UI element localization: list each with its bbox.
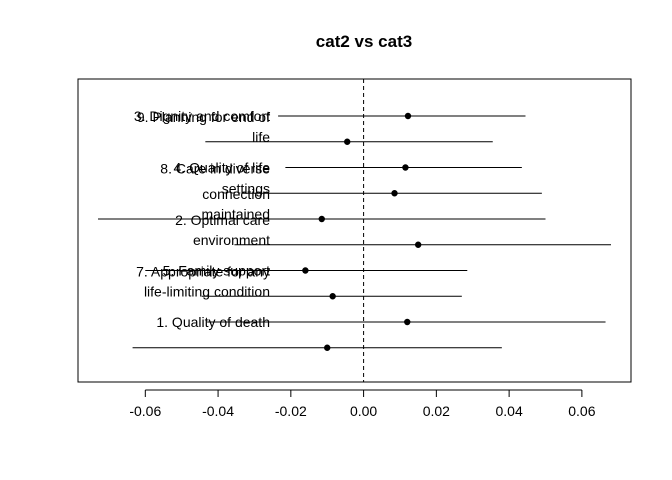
point-estimate [344, 138, 351, 145]
x-tick-label: -0.06 [129, 403, 161, 419]
row-label: life-limiting condition [144, 283, 270, 299]
row-label: 7. Appropriate for any [136, 263, 270, 279]
row-label: 4. Quality of life [174, 160, 271, 176]
forest-row: connection maintained [98, 186, 546, 223]
row-label: 1. Quality of death [156, 314, 270, 330]
point-estimate [414, 241, 422, 248]
point-estimate [318, 215, 325, 223]
point-estimate [329, 293, 336, 300]
forest-row: 4. Quality of life [174, 160, 522, 176]
row-label: life [252, 129, 270, 145]
point-estimate [404, 112, 412, 120]
chart-title: cat2 vs cat3 [316, 32, 412, 51]
forest-row [132, 344, 502, 351]
x-tick-label: 0.02 [423, 403, 450, 419]
x-axis: -0.06 -0.04 -0.02 0.00 0.02 0.04 0.06 [129, 389, 596, 419]
forest-row: 7. Appropriate for any life-limiting cond… [136, 263, 462, 300]
row-label: 8. Care in diverse [160, 160, 270, 176]
point-estimate [404, 318, 411, 326]
plot-frame [77, 78, 632, 383]
x-tick-label: 0.04 [495, 403, 522, 419]
point-estimate [402, 164, 409, 171]
row-label: 2. Optimal care [175, 212, 270, 228]
point-estimate [302, 267, 309, 274]
row-label: environment [193, 232, 270, 248]
x-tick-label: -0.02 [275, 403, 307, 419]
row-label: 9. Planning for end of [137, 109, 270, 125]
row-label: connection [202, 186, 270, 202]
forest-row: 2. Optimal care environment [175, 212, 611, 248]
x-tick-label: -0.04 [202, 403, 234, 419]
row-label: 3. Dignity and comfort [134, 108, 270, 124]
forest-row: 5. Family support [145, 263, 468, 279]
forest-row: 1. Quality of death [156, 314, 606, 330]
point-estimate [391, 190, 398, 197]
row-label: 5. Family support [163, 263, 270, 279]
x-tick-label: 0.06 [568, 403, 595, 419]
row-label: settings [222, 180, 270, 196]
forest-row: 3. Dignity and comfort [134, 108, 526, 124]
x-tick-label: 0.00 [350, 403, 377, 419]
point-estimate [324, 344, 331, 351]
forest-row: 8. Care in diverse settings [160, 160, 542, 197]
row-label: maintained [202, 206, 271, 222]
forest-row: 9. Planning for end of life [137, 109, 493, 145]
